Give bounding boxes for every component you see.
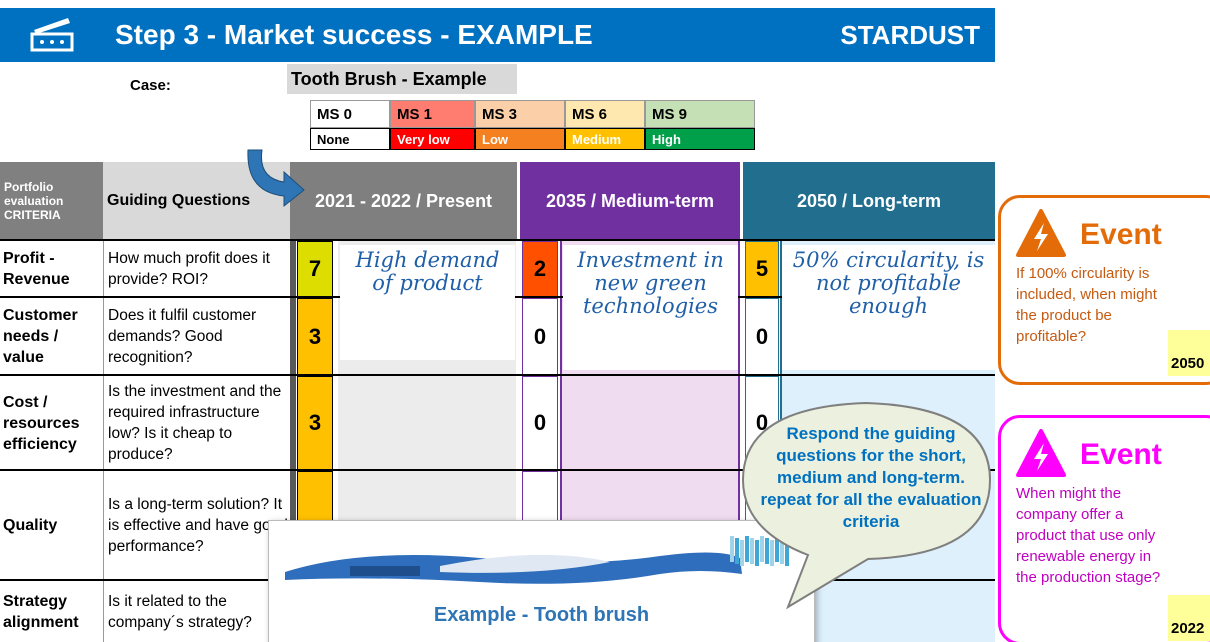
bristle bbox=[735, 538, 739, 564]
brand: STARDUST bbox=[840, 19, 980, 50]
score-cell: 0 bbox=[522, 298, 558, 375]
score-cell: 0 bbox=[522, 376, 558, 470]
event-question: If 100% circularity is included, when mi… bbox=[1016, 265, 1157, 345]
case-value: Tooth Brush - Example bbox=[287, 64, 517, 94]
event-question: When might the company offer a product t… bbox=[1016, 485, 1161, 586]
event-icon bbox=[1016, 209, 1066, 257]
column-header: 2035 / Medium-term bbox=[520, 162, 740, 240]
legend-code: MS 9 bbox=[645, 100, 755, 128]
bristle bbox=[760, 536, 764, 562]
toothbrush bbox=[285, 536, 789, 584]
case-label: Case: bbox=[130, 76, 171, 94]
score-cell: 3 bbox=[297, 298, 333, 375]
icon-dot bbox=[60, 40, 64, 44]
bristle bbox=[775, 536, 779, 562]
arrow bbox=[247, 149, 305, 208]
callout-text: Respond the guiding questions for the sh… bbox=[760, 424, 982, 531]
legend-code: MS 6 bbox=[565, 100, 645, 128]
divider bbox=[290, 240, 296, 642]
event-answer: 2022 bbox=[1168, 595, 1210, 641]
bristle bbox=[785, 540, 789, 566]
title: Step 3 - Market success - EXAMPLE bbox=[115, 19, 593, 50]
column-header: 2050 / Long-term bbox=[743, 162, 995, 240]
bristle bbox=[770, 540, 774, 566]
criterion: Customer needs / value bbox=[3, 307, 78, 366]
question: Is a long-term solution? It is effective… bbox=[103, 471, 290, 580]
score-cell: 2 bbox=[522, 241, 558, 297]
row-line bbox=[0, 374, 995, 376]
question: Does it fulfil customer demands? Good re… bbox=[103, 298, 290, 375]
bristle bbox=[740, 540, 744, 566]
bristle bbox=[780, 538, 784, 564]
note: High demand of product bbox=[340, 245, 515, 360]
column-header: 2021 - 2022 / Present bbox=[290, 162, 517, 240]
question: How much profit does it provide? ROI? bbox=[103, 241, 290, 297]
brush-grip bbox=[440, 554, 610, 573]
score-cell: 7 bbox=[297, 241, 333, 297]
callout-bubble bbox=[741, 401, 992, 610]
icon-dot bbox=[40, 40, 44, 44]
legend-label: None bbox=[310, 128, 390, 150]
column-header: Portfolio evaluation CRITERIA bbox=[0, 162, 103, 240]
score-cell: 5 bbox=[745, 241, 779, 297]
bristle bbox=[765, 538, 769, 564]
legend-label: High bbox=[645, 128, 755, 150]
row-line bbox=[0, 239, 995, 241]
criterion: Strategy alignment bbox=[3, 592, 79, 631]
legend-code: MS 3 bbox=[475, 100, 565, 128]
row-line bbox=[0, 469, 995, 471]
legend-label: Medium bbox=[565, 128, 645, 150]
icon-lid bbox=[34, 18, 70, 34]
legend-code: MS 0 bbox=[310, 100, 390, 128]
criterion: Profit - Revenue bbox=[3, 250, 70, 288]
header-icon bbox=[30, 18, 74, 52]
bristle bbox=[750, 538, 754, 564]
example-caption: Example - Tooth brush bbox=[433, 603, 650, 626]
criterion: Quality bbox=[3, 517, 58, 534]
criterion: Cost / resources efficiency bbox=[3, 393, 80, 453]
legend-label: Low bbox=[475, 128, 565, 150]
event-icon bbox=[1016, 429, 1066, 477]
brush-label bbox=[350, 566, 420, 576]
legend-label: Very low bbox=[390, 128, 475, 150]
event-answer: 2050 bbox=[1168, 330, 1210, 376]
icon-box bbox=[30, 32, 74, 52]
question: Is it related to the company´s strategy? bbox=[103, 581, 290, 642]
bristle bbox=[730, 536, 734, 562]
question: Is the investment and the required infra… bbox=[103, 376, 290, 470]
event-icon-bolt bbox=[1034, 223, 1048, 251]
legend-code: MS 1 bbox=[390, 100, 475, 128]
icon-dot bbox=[50, 40, 54, 44]
event-icon-bolt bbox=[1034, 443, 1048, 471]
note: 50% circularity, is not profitable enoug… bbox=[782, 245, 995, 370]
bristle bbox=[745, 536, 749, 562]
callout-shape bbox=[741, 401, 992, 610]
event-title: Event bbox=[1080, 218, 1162, 251]
header-bar bbox=[0, 8, 995, 62]
event-title: Event bbox=[1080, 438, 1162, 471]
score-cell: 0 bbox=[745, 298, 779, 375]
note: Investment in new green technologies bbox=[563, 245, 738, 370]
score-cell: 3 bbox=[297, 376, 333, 470]
bristle bbox=[755, 540, 759, 566]
